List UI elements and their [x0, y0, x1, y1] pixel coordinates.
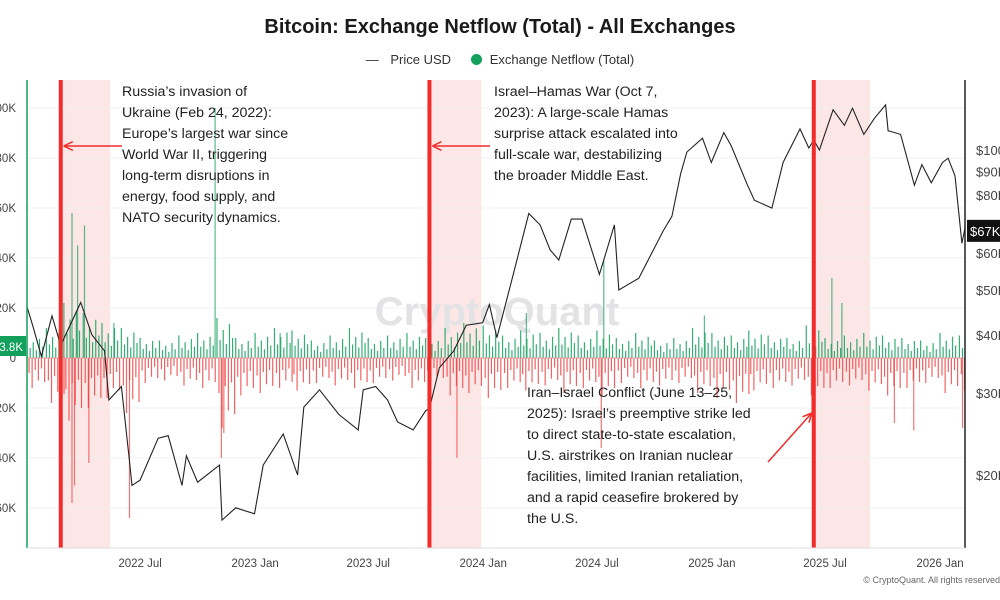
right-tick-label: $100K — [976, 143, 1000, 158]
left-tick-label: 100K — [0, 103, 16, 115]
x-tick-label: 2026 Jan — [916, 558, 963, 570]
left-tick-label: 0 — [10, 353, 16, 365]
annotation-iran-israel: Iran–Israel Conflict (June 13–25, 2025):… — [527, 385, 751, 527]
right-tick-label: $60K — [976, 246, 1000, 261]
left-tick-label: -20K — [0, 403, 16, 415]
current-price-badge — [967, 219, 1000, 242]
left-tick-label: 20K — [0, 303, 16, 315]
annotation-arrow — [767, 412, 813, 463]
x-tick-label: 2023 Jul — [346, 558, 389, 570]
price-line — [26, 103, 966, 522]
left-tick-label: 40K — [0, 253, 16, 265]
x-tick-label: 2025 Jul — [803, 558, 846, 570]
event-band — [60, 80, 111, 548]
arrow-head — [802, 412, 813, 418]
current-netflow-badge — [0, 336, 26, 356]
x-tick-label: 2024 Jul — [575, 558, 618, 570]
right-tick-label: $30K — [976, 386, 1000, 401]
arrow-head — [432, 140, 442, 147]
right-tick-label: $90K — [976, 164, 1000, 179]
left-tick-label: -40K — [0, 453, 16, 465]
copyright-footer: © CryptoQuant. All rights reserved — [863, 575, 1000, 585]
right-tick-label: $50K — [976, 283, 1000, 298]
annotation-russia-ukraine: Russia’s invasion of Ukraine (Feb 24, 20… — [122, 84, 289, 226]
legend-item-netflow[interactable]: Exchange Netflow (Total) — [467, 52, 639, 67]
current-price-label: $67K — [970, 224, 1000, 239]
x-tick-label: 2025 Jan — [688, 558, 735, 570]
annotation-israel-hamas: Israel–Hamas War (Oct 7, 2023): A large-… — [494, 84, 678, 184]
chart-title: Bitcoin: Exchange Netflow (Total) - All … — [264, 16, 736, 38]
left-tick-label: 80K — [0, 153, 16, 165]
dot-icon — [470, 54, 482, 65]
legend-label: Exchange Netflow (Total) — [489, 52, 635, 67]
arrow-head — [432, 145, 442, 152]
arrow-head — [63, 145, 74, 152]
legend: — Price USD Exchange Netflow (Total) — [0, 52, 1000, 67]
right-tick-label: $20K — [976, 468, 1000, 483]
right-tick-label: $80K — [976, 188, 1000, 203]
watermark-logo: CryptoQuant — [375, 290, 619, 334]
right-tick-label: $40K — [976, 328, 1000, 343]
x-tick-label: 2024 Jan — [460, 558, 507, 570]
x-tick-label: 2023 Jan — [231, 558, 278, 570]
legend-label: Price USD — [390, 52, 452, 67]
left-tick-label: -60K — [0, 503, 16, 515]
left-tick-label: 60K — [0, 203, 16, 215]
line-icon: — — [365, 52, 383, 67]
arrow-head — [808, 412, 813, 423]
legend-item-price[interactable]: — Price USD — [362, 52, 455, 67]
x-tick-label: 2022 Jul — [118, 558, 161, 570]
arrow-head — [63, 140, 74, 147]
current-netflow-label: 3.8K — [0, 342, 23, 354]
